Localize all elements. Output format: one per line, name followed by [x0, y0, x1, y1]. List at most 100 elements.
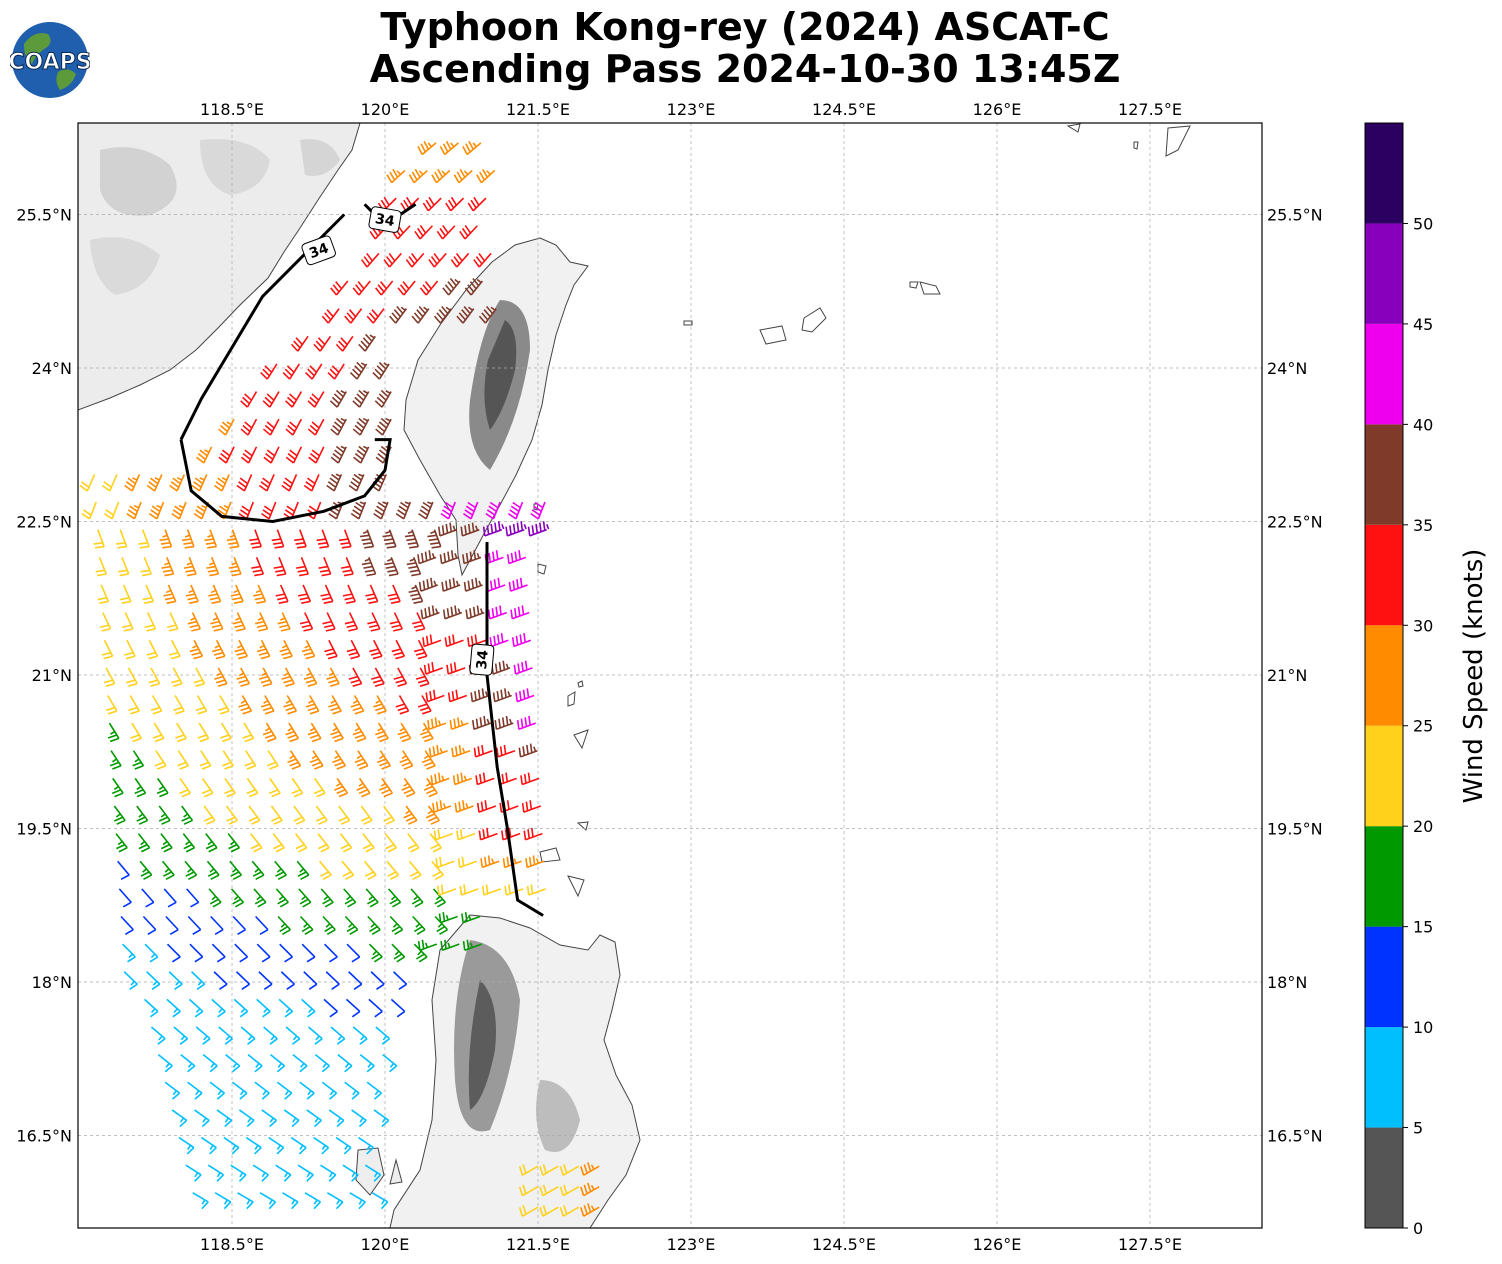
wind-barb: [234, 943, 249, 963]
wind-barb: [307, 722, 322, 743]
colorbar-bin: [1365, 223, 1403, 324]
wind-barb: [81, 501, 97, 520]
wind-barb: [202, 1054, 218, 1073]
wind-barb: [518, 1205, 539, 1217]
wind-barb: [442, 277, 461, 296]
wind-barb: [218, 418, 235, 436]
wind-barb: [184, 860, 198, 881]
wind-barb: [240, 1026, 256, 1045]
wind-barb: [371, 667, 385, 687]
wind-barb: [489, 633, 509, 648]
wind-barb: [504, 884, 524, 896]
wind-barb: [307, 1026, 323, 1045]
wind-barb: [358, 333, 376, 352]
wind-barb: [254, 612, 269, 632]
wind-barb: [148, 667, 161, 687]
wind-barb: [441, 577, 461, 592]
wind-barb: [218, 1026, 233, 1045]
wind-barb: [213, 971, 228, 990]
wind-barb: [122, 943, 136, 963]
wind-barb: [124, 474, 141, 492]
wind-barb: [205, 833, 218, 853]
wind-barb: [160, 833, 173, 853]
wind-barb: [199, 750, 212, 770]
wind-barb: [372, 361, 390, 380]
wind-barb: [185, 1164, 202, 1182]
wind-barb: [245, 1136, 262, 1155]
wind-barb: [157, 1054, 173, 1073]
wind-barb: [146, 971, 161, 990]
wind-barb: [244, 750, 257, 770]
wind-barb: [412, 612, 426, 632]
wind-barb: [122, 612, 134, 632]
wind-barb: [518, 743, 538, 758]
wind-barb: [318, 557, 332, 577]
svg-text:34: 34: [374, 211, 396, 230]
wind-barb: [304, 1192, 322, 1210]
wind-barb: [439, 140, 459, 156]
wind-barb: [132, 750, 145, 770]
wind-barb: [420, 605, 440, 620]
wind-barb: [210, 612, 224, 632]
wind-barb: [334, 777, 349, 798]
wind-barb: [373, 1109, 390, 1128]
wind-barb: [404, 529, 420, 549]
wind-barb: [323, 998, 338, 1018]
wind-barb: [329, 389, 347, 408]
wind-barb: [194, 1109, 210, 1128]
wind-barb: [328, 695, 342, 715]
wind-barb: [523, 827, 543, 841]
wind-barb: [321, 1081, 338, 1100]
wind-barb: [134, 777, 147, 798]
wind-barb: [281, 474, 298, 492]
wind-barb: [124, 639, 136, 660]
wind-barb: [390, 998, 406, 1018]
wind-barb: [508, 577, 528, 592]
wind-barb: [330, 722, 344, 743]
wind-barb: [301, 639, 316, 660]
wind-barb: [238, 695, 253, 715]
wind-barb: [456, 829, 476, 841]
wind-barb: [252, 1164, 269, 1182]
wind-barb: [156, 777, 169, 798]
wind-barb: [482, 521, 505, 537]
wind-barb: [383, 252, 402, 268]
wind-barb: [346, 943, 361, 963]
wind-barb: [365, 888, 379, 908]
wind-barb: [395, 695, 410, 715]
wind-barb: [238, 1109, 255, 1128]
wind-barb: [268, 1136, 285, 1155]
lat-tick-label-left: 18°N: [32, 973, 72, 992]
wind-barb: [449, 717, 469, 731]
contour-34kt-layer: 34 34 34: [179, 203, 544, 917]
wind-barb: [366, 1081, 383, 1100]
wind-barb: [247, 1054, 263, 1073]
wind-barb: [432, 888, 447, 908]
wind-barb: [158, 805, 171, 825]
wind-barb: [428, 252, 447, 268]
wind-barb: [230, 1164, 247, 1182]
wind-barb: [237, 1192, 254, 1210]
wind-barb: [173, 695, 185, 715]
wind-barb: [322, 915, 336, 936]
wind-barb: [437, 884, 457, 896]
wind-barb: [408, 584, 424, 605]
wind-barb: [142, 915, 157, 936]
lat-tick-label-right: 21°N: [1267, 666, 1307, 685]
wind-barb: [461, 912, 481, 924]
wind-barb: [435, 856, 455, 869]
wind-barb: [332, 750, 347, 770]
wind-barb: [290, 1136, 307, 1155]
wind-barb: [330, 280, 349, 296]
wind-barb: [101, 474, 118, 492]
wind-barb: [277, 915, 291, 936]
wind-barb: [186, 888, 200, 908]
wind-barb: [171, 1109, 188, 1128]
wind-barb: [475, 772, 495, 786]
wind-barb: [185, 584, 199, 605]
lon-tick-label-top: 124.5°E: [812, 100, 876, 119]
wind-barb: [209, 1081, 225, 1100]
wind-barb: [459, 224, 478, 240]
lat-tick-label-left: 16.5°N: [16, 1127, 72, 1146]
wind-barb: [360, 805, 373, 825]
